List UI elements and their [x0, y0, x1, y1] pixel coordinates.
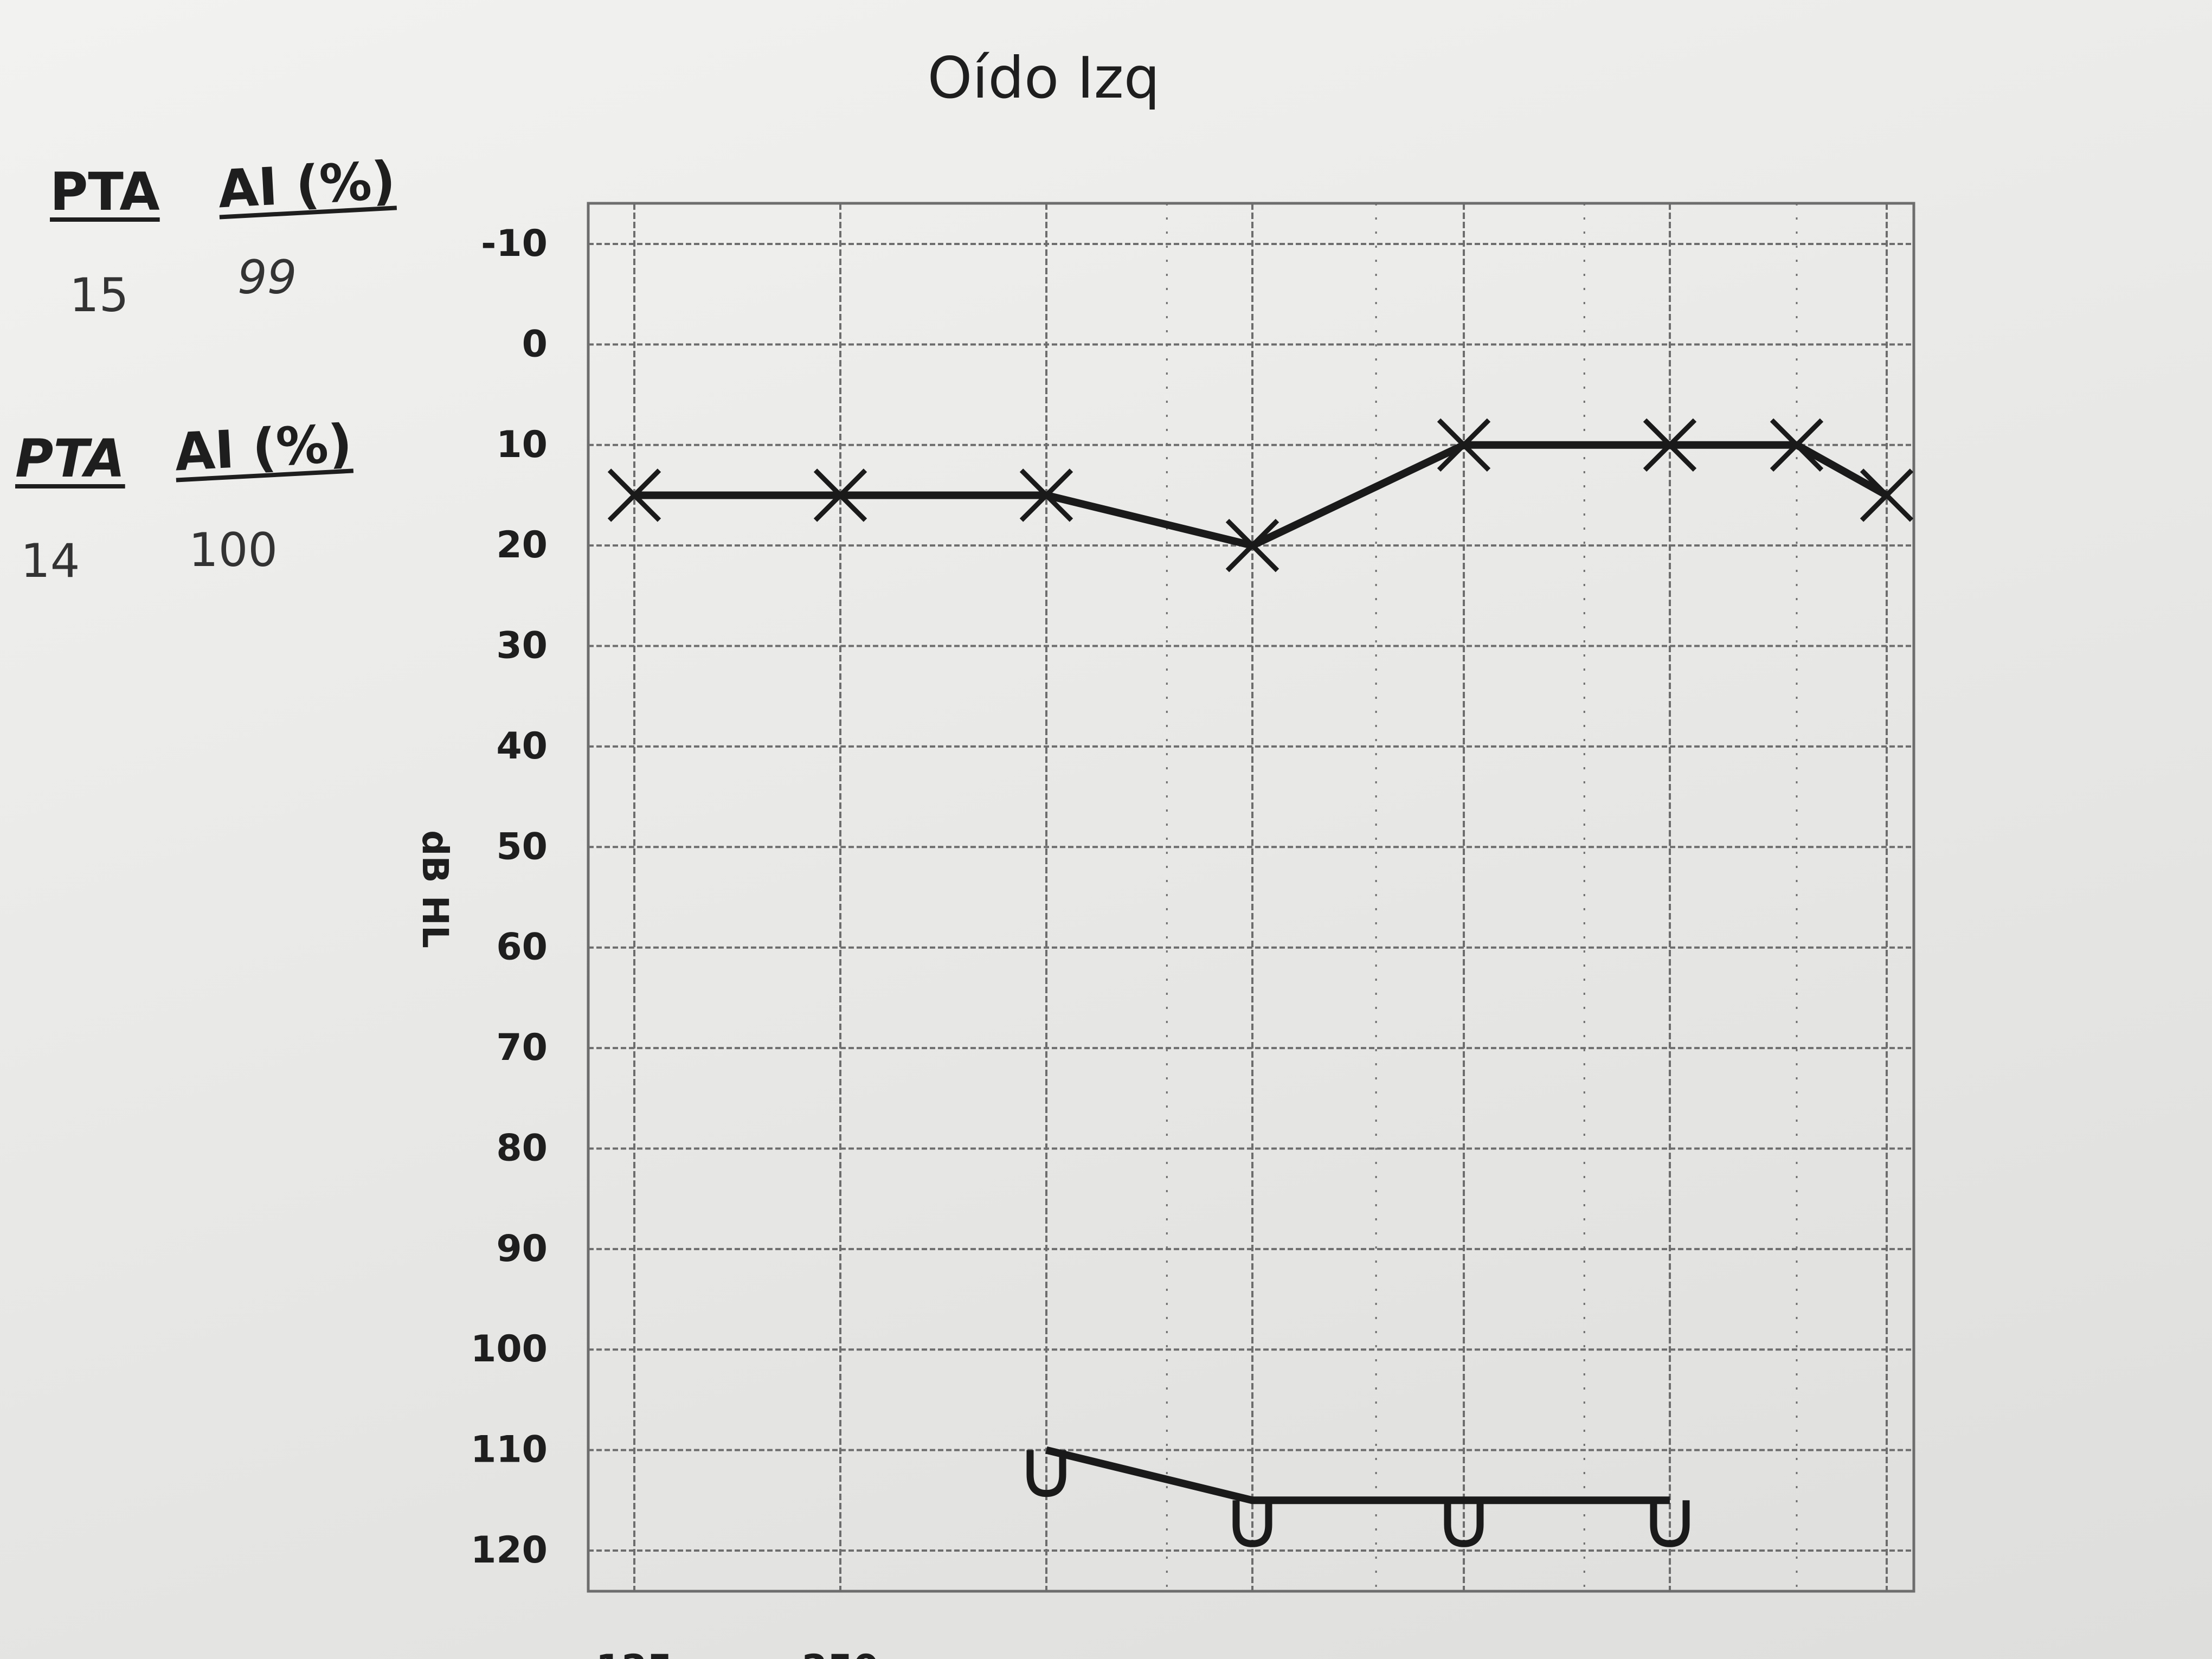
- y-tick-label: 120: [471, 1529, 548, 1572]
- data-point-x-marker: [813, 468, 867, 522]
- marker-stroke: [1860, 468, 1914, 522]
- data-point-x-marker: [1860, 468, 1914, 522]
- y-tick-label: 90: [496, 1227, 548, 1270]
- pta-label-2: PTA: [15, 428, 125, 489]
- y-tick-label: 30: [496, 625, 548, 667]
- marker-stroke: [1437, 418, 1491, 472]
- y-tick-label: 0: [522, 323, 548, 365]
- y-tick-label: 40: [496, 725, 548, 768]
- data-point-u-marker: [1650, 1500, 1690, 1547]
- y-tick-label: 100: [471, 1328, 548, 1371]
- data-point-x-marker: [1643, 418, 1697, 472]
- y-tick-label: -10: [481, 222, 548, 265]
- x-tick-labels: 125 250: [596, 1647, 879, 1659]
- data-point-u-marker: [1444, 1500, 1484, 1547]
- marker-stroke: [813, 468, 867, 522]
- marker-stroke: [1770, 418, 1824, 472]
- marker-stroke: [1019, 468, 1073, 522]
- data-point-x-marker: [607, 468, 661, 522]
- y-axis-label: dB HL: [414, 830, 456, 948]
- y-tick-label: 110: [471, 1429, 548, 1471]
- pta-label-1: PTA: [50, 162, 160, 222]
- chart-series: [607, 418, 1914, 1547]
- marker-stroke: [1225, 518, 1279, 573]
- data-point-u-marker: [1026, 1450, 1066, 1497]
- marker-stroke: [1643, 418, 1697, 472]
- plot-frame: [587, 202, 1915, 1593]
- y-tick-labels: -10 0 10 20 30 40 50 60 70 80 90 100 110 120: [471, 222, 548, 1572]
- chart-grid: [587, 202, 1915, 1593]
- x-tick-label: 250: [802, 1647, 879, 1659]
- y-tick-label: 10: [496, 423, 548, 466]
- data-point-u-marker: [1232, 1500, 1272, 1547]
- pta-value-1: 15: [69, 268, 129, 323]
- data-point-x-marker: [1019, 468, 1073, 522]
- ai-value-2: 100: [189, 523, 278, 577]
- y-tick-label: 60: [496, 926, 548, 969]
- series-line: [634, 441, 1889, 550]
- y-tick-label: 80: [496, 1127, 548, 1169]
- y-tick-label: 50: [496, 825, 548, 868]
- data-point-x-marker: [1437, 418, 1491, 472]
- ai-value-1: 99: [237, 250, 297, 305]
- data-point-x-marker: [1770, 418, 1824, 472]
- chart-title: Oído Izq: [928, 45, 1160, 111]
- pta-value-2: 14: [21, 534, 80, 588]
- x-tick-label: 125: [596, 1647, 673, 1659]
- marker-stroke: [607, 468, 661, 522]
- y-tick-label: 20: [496, 524, 548, 567]
- y-tick-label: 70: [496, 1026, 548, 1069]
- series-line: [1045, 1446, 1670, 1504]
- data-point-x-marker: [1225, 518, 1279, 573]
